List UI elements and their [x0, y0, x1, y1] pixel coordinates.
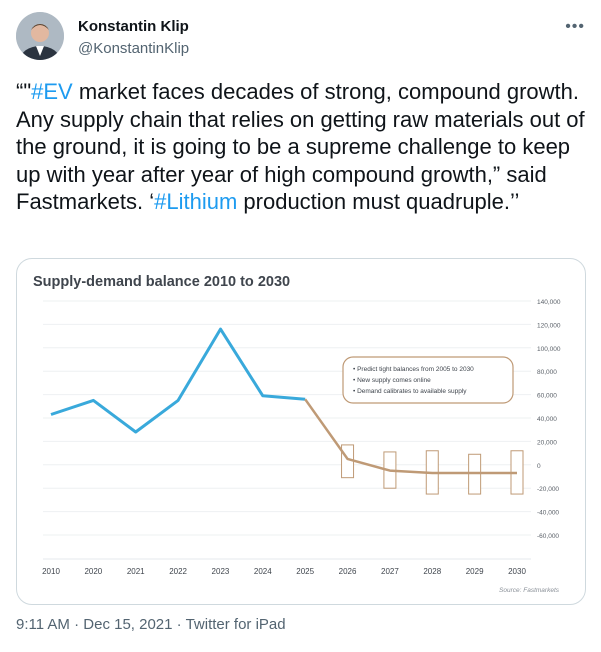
tweet-date[interactable]: Dec 15, 2021	[83, 616, 173, 633]
annotation-line: • New supply comes online	[353, 377, 431, 384]
x-tick-label: 2024	[254, 567, 272, 576]
y-tick-label: 140,000	[537, 299, 561, 306]
x-tick-label: 2021	[127, 567, 145, 576]
tweet-text: “"#EV market faces decades of strong, co…	[16, 78, 586, 216]
author-name[interactable]: Konstantin Klip	[78, 18, 189, 35]
y-tick-label: -40,000	[537, 510, 559, 517]
footer-separator: ·	[172, 616, 186, 633]
x-tick-label: 2029	[466, 567, 484, 576]
tweet-media-card[interactable]: Supply-demand balance 2010 to 2030 140,00…	[16, 258, 586, 605]
x-tick-label: 2028	[423, 567, 441, 576]
x-tick-label: 2022	[169, 567, 187, 576]
x-tick-label: 2026	[339, 567, 357, 576]
chart: Supply-demand balance 2010 to 2030 140,00…	[33, 274, 561, 594]
x-tick-label: 2010	[42, 567, 60, 576]
x-tick-label: 2023	[212, 567, 230, 576]
more-options-icon[interactable]: •••	[565, 18, 585, 35]
x-tick-label: 2030	[508, 567, 526, 576]
footer-separator: ·	[69, 616, 84, 633]
forecast-line	[304, 398, 517, 475]
avatar[interactable]	[16, 12, 64, 60]
tweet-client[interactable]: Twitter for iPad	[185, 616, 286, 633]
hashtag-ev[interactable]: #EV	[31, 79, 73, 104]
tweet-text-part2: production must quadruple.’’	[237, 189, 520, 214]
annotation-line: • Demand calibrates to available supply	[353, 388, 467, 395]
y-tick-label: -60,000	[537, 533, 559, 540]
hashtag-lithium[interactable]: #Lithium	[154, 189, 238, 214]
tweet-footer: 9:11 AM · Dec 15, 2021 · Twitter for iPa…	[16, 616, 286, 633]
annotation-line: • Predict tight balances from 2005 to 20…	[353, 366, 474, 373]
author-handle[interactable]: @KonstantinKlip	[78, 40, 190, 57]
x-tick-label: 2027	[381, 567, 399, 576]
y-tick-label: 80,000	[537, 369, 557, 376]
open-quote: “"	[16, 79, 32, 104]
y-tick-label: 40,000	[537, 416, 557, 423]
supply-demand-line	[50, 327, 306, 434]
annotation-box	[342, 356, 514, 404]
y-tick-label: 0	[537, 463, 541, 470]
x-tick-label: 2020	[84, 567, 102, 576]
y-tick-label: 20,000	[537, 439, 557, 446]
y-tick-label: 120,000	[537, 322, 561, 329]
tweet-header: Konstantin Klip @KonstantinKlip •••	[16, 12, 585, 60]
x-tick-label: 2025	[296, 567, 314, 576]
profile-photo-icon	[16, 12, 64, 60]
y-tick-label: 100,000	[537, 346, 561, 353]
y-tick-label: -20,000	[537, 486, 559, 493]
source-label: Source: Fastmarkets	[499, 587, 560, 594]
chart-title: Supply-demand balance 2010 to 2030	[33, 274, 290, 290]
tweet-text-part1: market faces decades of strong, compound…	[16, 79, 585, 214]
tweet-time[interactable]: 9:11 AM	[16, 616, 70, 633]
y-tick-label: 60,000	[537, 393, 557, 400]
